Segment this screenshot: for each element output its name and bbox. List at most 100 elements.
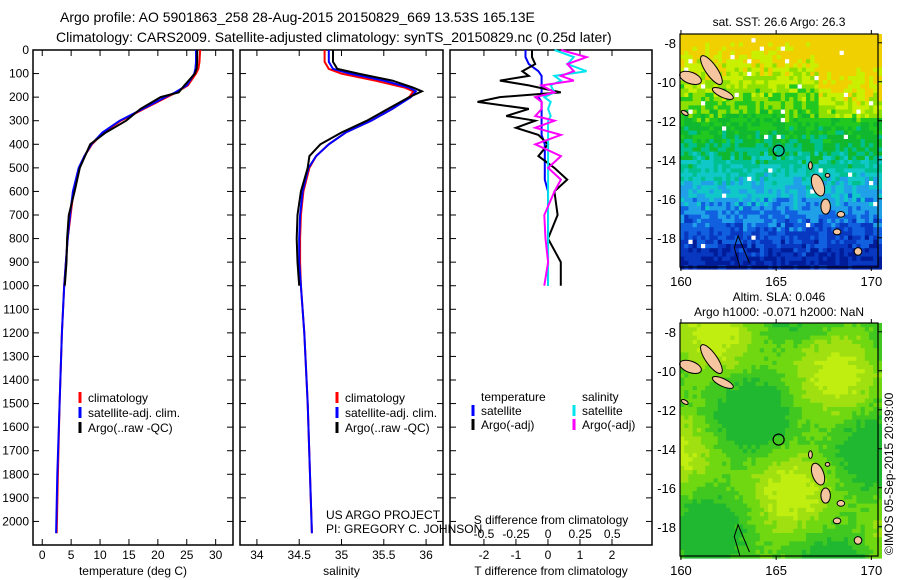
map-cell [869,97,874,102]
map-cell [717,402,723,408]
map-cell [797,470,803,475]
map-cell [827,415,832,420]
map-cell [852,482,857,488]
map-cell [772,377,777,383]
map-cell [680,42,685,47]
map-cell [726,327,731,332]
map-cell [772,109,777,115]
map-cell [776,55,782,60]
map-cell [701,34,706,39]
map-cell [785,402,790,408]
map-cell [734,227,740,232]
map-cell [722,143,727,148]
map-cell [692,398,698,404]
map-cell [789,432,794,437]
map-cell [785,227,790,232]
map-cell [684,151,689,157]
map-cell [852,164,857,169]
map-cell [713,474,719,479]
map-cell [768,143,773,148]
map-cell [831,428,836,433]
map-cell [797,386,803,391]
map-cell [852,101,857,106]
map-cell [848,373,853,378]
map-cell [810,348,815,353]
map-cell [856,206,861,211]
map-cell [860,126,866,131]
map-cell [856,453,861,458]
map-cell [877,369,882,374]
map-cell [780,109,786,115]
map-cell [717,231,723,236]
map-cell [793,55,798,60]
map-cell [692,465,698,471]
map-cell [764,474,769,479]
map-cell [789,339,794,345]
map-cell [864,344,870,349]
map-cell [701,76,706,81]
map-cell [772,461,777,467]
map-cell [743,126,748,131]
map-cell [701,411,706,416]
map-cell [738,465,744,471]
map-cell [831,360,836,366]
map-cell [747,84,752,89]
map-cell [768,407,773,412]
map-cell [831,348,836,353]
map-cell [680,248,685,253]
map-cell [776,134,782,140]
map-cell [755,172,761,178]
map-cell [709,214,714,220]
map-cell [743,457,748,462]
map-cell [722,130,727,136]
map-cell [730,398,735,404]
map-cell [801,423,807,429]
map-cell [738,55,744,60]
title-line1: Argo profile: AO 5901863_258 28-Aug-2015… [60,9,535,25]
map-cell [680,491,685,496]
map-cell [713,465,719,471]
map-cell [785,482,790,488]
map-cell [680,210,685,215]
map-cell [747,394,752,399]
map-cell [684,465,689,471]
map-cell [810,423,815,429]
x-tick-label: 0 [39,548,46,562]
map-cell [780,55,786,60]
map-cell [705,151,710,157]
map-cell [780,239,786,245]
map-cell [869,113,874,119]
map-cell [688,105,693,110]
map-cell [747,486,752,492]
map-cell [751,356,756,362]
map-cell [743,423,748,429]
map-cell [827,38,832,43]
map-cell [768,42,773,47]
map-cell [835,486,840,492]
map-cell [764,248,769,253]
map-cell [877,265,882,270]
map-cell [780,38,786,43]
map-cell [701,113,706,119]
map-cell [801,202,807,207]
map-cell [726,369,731,374]
map-cell [822,134,828,140]
map-cell [747,88,752,94]
map-cell [839,55,845,60]
map-cell [730,50,735,56]
map-cell [856,432,861,437]
map-cell [684,339,689,345]
map-cell [705,482,710,488]
map-cell [717,155,723,161]
y-tick-label: 1300 [2,349,29,363]
map-cell [768,134,773,140]
map-cell [856,327,861,332]
map-cell [726,210,731,215]
map-cell [722,113,727,119]
map-cell [738,97,744,102]
map-cell [852,214,857,220]
map-cell [877,470,882,475]
map-cell [751,210,756,215]
map-cell [738,227,744,232]
